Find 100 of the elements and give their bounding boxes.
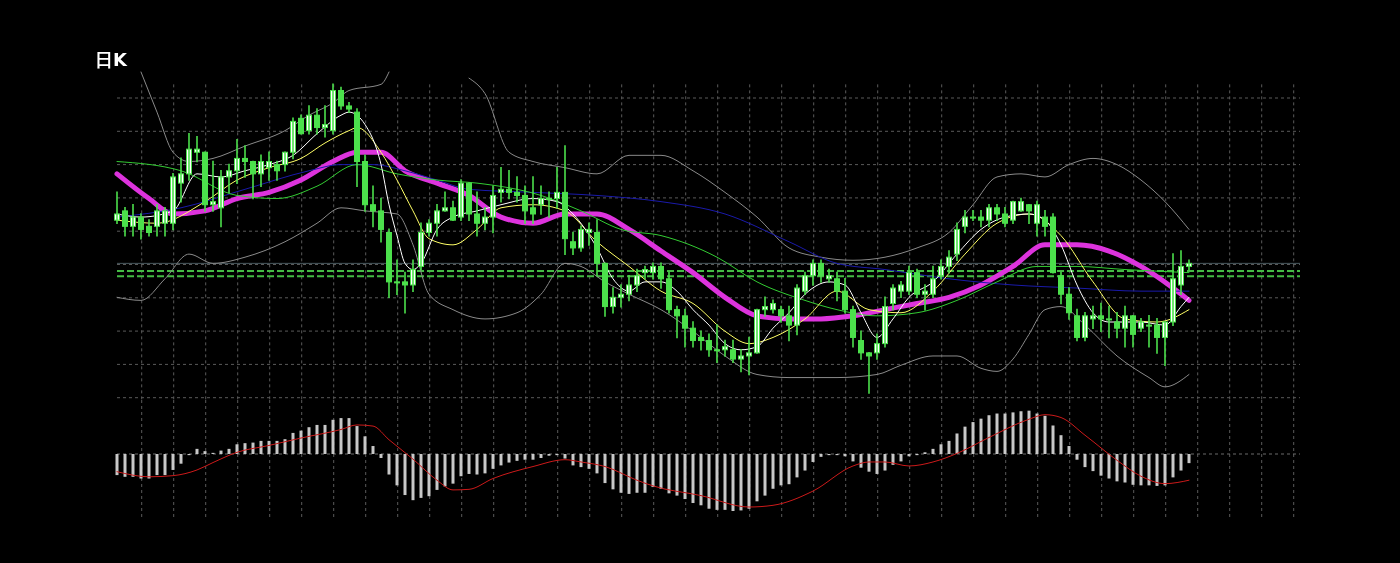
- bar: [139, 454, 143, 479]
- bar: [1155, 454, 1159, 486]
- candlestick: [1106, 305, 1112, 339]
- bar: [299, 430, 303, 454]
- bar: [955, 433, 959, 454]
- bar: [659, 454, 663, 489]
- bar: [267, 440, 271, 454]
- bar: [1139, 454, 1143, 486]
- bar: [683, 454, 687, 500]
- bar: [643, 454, 647, 493]
- bar: [675, 454, 679, 496]
- bar: [403, 454, 407, 496]
- bar: [1035, 413, 1039, 454]
- bar: [1107, 454, 1111, 479]
- bar: [163, 454, 167, 476]
- bar: [419, 454, 423, 498]
- bar: [635, 454, 639, 493]
- bar: [1027, 410, 1031, 454]
- bar: [1091, 454, 1095, 472]
- bar: [595, 454, 599, 474]
- bar: [451, 454, 455, 484]
- candlestick: [394, 259, 400, 296]
- bar: [979, 418, 983, 454]
- bar: [987, 415, 991, 454]
- bar: [507, 454, 511, 463]
- bar: [395, 454, 399, 486]
- bar: [723, 454, 727, 510]
- bar: [467, 454, 471, 474]
- bar: [563, 454, 567, 459]
- bar: [699, 454, 703, 506]
- bar: [1179, 454, 1183, 471]
- bar: [411, 454, 415, 501]
- bar: [219, 450, 223, 454]
- bar: [1163, 454, 1167, 486]
- bar: [755, 454, 759, 502]
- bar: [715, 454, 719, 510]
- bar: [1019, 411, 1023, 454]
- bar: [1171, 454, 1175, 478]
- bar: [123, 454, 127, 477]
- bar: [779, 454, 783, 486]
- bar: [995, 413, 999, 454]
- bar: [747, 454, 751, 509]
- bar: [499, 454, 503, 466]
- bar: [899, 454, 903, 462]
- bar: [443, 454, 447, 487]
- bar: [1123, 454, 1127, 483]
- bar: [355, 426, 359, 454]
- bar: [1075, 454, 1079, 460]
- bar: [739, 454, 743, 511]
- bar: [435, 454, 439, 490]
- candlestick: [970, 210, 976, 221]
- bar: [603, 454, 607, 484]
- bar: [1083, 454, 1087, 468]
- bar: [1067, 446, 1071, 454]
- bar: [611, 454, 615, 490]
- bar: [323, 424, 327, 454]
- bar: [947, 440, 951, 454]
- bar: [795, 454, 799, 478]
- bar: [691, 454, 695, 504]
- bar: [459, 454, 463, 477]
- bar: [307, 427, 311, 454]
- bar: [475, 454, 479, 475]
- bar: [627, 454, 631, 494]
- bar: [763, 454, 767, 496]
- bar: [931, 448, 935, 454]
- bar: [171, 454, 175, 470]
- bar: [1187, 454, 1191, 464]
- bar: [155, 454, 159, 476]
- bar: [851, 454, 855, 462]
- bar: [1147, 454, 1151, 486]
- bar: [147, 454, 151, 479]
- bar: [203, 451, 207, 454]
- bar: [587, 454, 591, 469]
- bar: [819, 454, 823, 457]
- bar: [283, 439, 287, 454]
- bar: [179, 454, 183, 464]
- bar: [1099, 454, 1103, 476]
- bar: [619, 454, 623, 493]
- bar: [1051, 425, 1055, 454]
- bar: [195, 448, 199, 454]
- bar: [523, 454, 527, 460]
- chart-title: 日K: [95, 49, 128, 70]
- bar: [1131, 454, 1135, 485]
- bar: [291, 432, 295, 454]
- bar: [803, 454, 807, 471]
- bar: [1003, 413, 1007, 454]
- bar: [491, 454, 495, 469]
- bar: [331, 419, 335, 454]
- bar: [811, 454, 815, 462]
- bar: [531, 454, 535, 460]
- bar: [275, 440, 279, 454]
- bar: [131, 454, 135, 477]
- bar: [115, 454, 119, 476]
- bar: [1059, 435, 1063, 454]
- bar: [771, 454, 775, 489]
- bar: [1043, 415, 1047, 454]
- bar: [379, 454, 383, 458]
- bar: [939, 444, 943, 454]
- candlestick: [1146, 315, 1152, 348]
- bar: [387, 454, 391, 475]
